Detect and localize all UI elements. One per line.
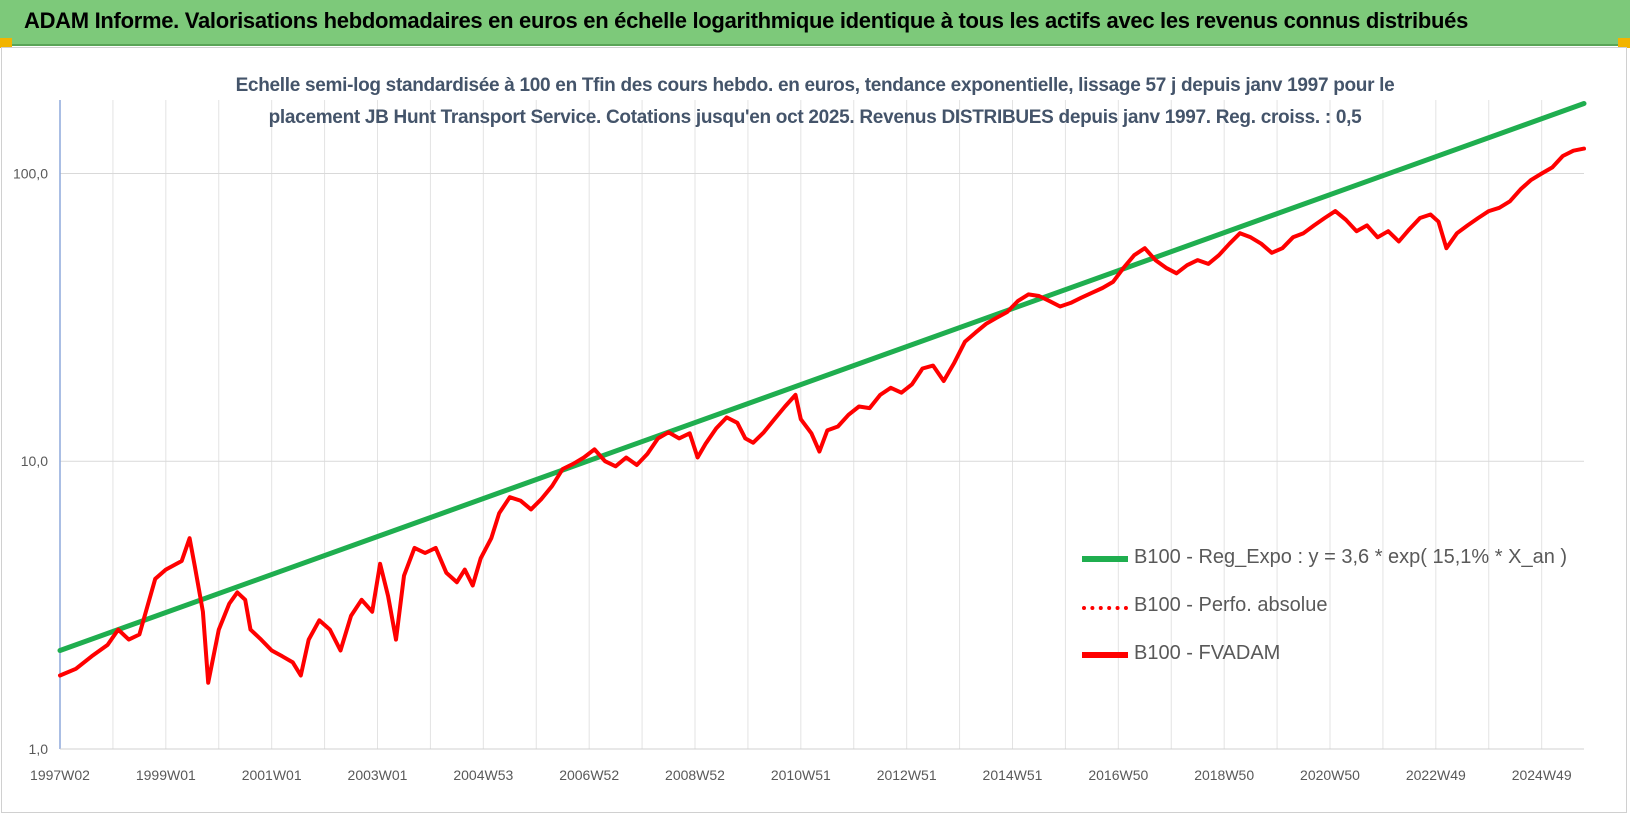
chart-subtitle-line2: placement JB Hunt Transport Service. Cot… (268, 107, 1362, 128)
chart-subtitle: Echelle semi-log standardisée à 100 en T… (150, 70, 1480, 134)
y-tick-label: 10,0 (21, 453, 48, 469)
report-title: ADAM Informe. Valorisations hebdomadaire… (24, 8, 1469, 33)
legend-label-regression: B100 - Reg_Expo : y = 3,6 * exp( 15,1% *… (1134, 546, 1568, 568)
chart-frame (1, 47, 1627, 813)
legend-swatch-perfo (1082, 606, 1128, 610)
x-tick-label: 2001W01 (242, 767, 302, 783)
x-tick-label: 2006W52 (559, 767, 619, 783)
x-tick-label: 2020W50 (1300, 767, 1360, 783)
corner-marker-right (1618, 38, 1630, 48)
x-tick-label: 2016W50 (1088, 767, 1148, 783)
report-banner: ADAM Informe. Valorisations hebdomadaire… (0, 0, 1630, 46)
x-tick-label: 2008W52 (665, 767, 725, 783)
series-layer (57, 101, 1587, 685)
legend-label-fvadam: B100 - FVADAM (1134, 642, 1281, 664)
x-tick-label: 2022W49 (1406, 767, 1466, 783)
series-line-regression (57, 101, 1587, 653)
legend-label-perfo: B100 - Perfo. absolue (1134, 594, 1328, 616)
axes (59, 100, 1584, 750)
x-tick-label: 2004W53 (453, 767, 513, 783)
series-line-fvadam (58, 146, 1586, 685)
x-tick-label: 2003W01 (348, 767, 408, 783)
x-tick-label: 2010W51 (771, 767, 831, 783)
chart-subtitle-line1: Echelle semi-log standardisée à 100 en T… (235, 75, 1395, 96)
y-tick-label: 1,0 (29, 741, 49, 757)
corner-marker-left (0, 38, 12, 48)
y-tick-label: 100,0 (13, 165, 48, 181)
x-tick-label: 1999W01 (136, 767, 196, 783)
x-tick-label: 2012W51 (877, 767, 937, 783)
x-tick-label: 2014W51 (983, 767, 1043, 783)
tick-labels: 1,0 10,0 100,0 1997W02 1999W01 2001W01 2003W01… (13, 165, 1572, 783)
legend-swatch-regression (1082, 556, 1128, 562)
legend-swatch-fvadam (1082, 652, 1128, 658)
x-tick-label: 2018W50 (1194, 767, 1254, 783)
x-tick-label: 2024W49 (1512, 767, 1572, 783)
x-tick-label: 1997W02 (30, 767, 90, 783)
grid (60, 100, 1584, 750)
